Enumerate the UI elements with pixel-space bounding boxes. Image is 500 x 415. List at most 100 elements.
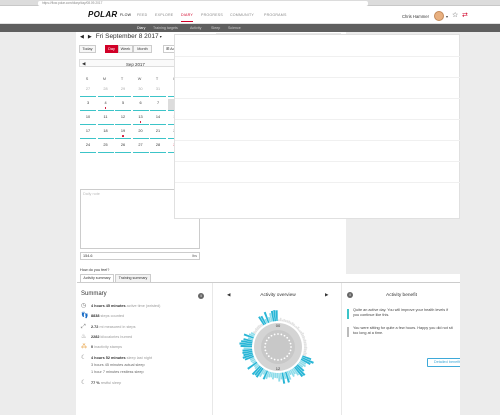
nav-explore[interactable]: EXPLORE (155, 13, 174, 17)
activity-segment (258, 316, 265, 326)
calendar-day[interactable]: 29 (115, 85, 131, 97)
activity-segment (241, 340, 253, 344)
day-schedule[interactable] (174, 34, 461, 219)
calendar-day[interactable]: 28 (150, 141, 166, 153)
calendar-day[interactable]: 26 (115, 141, 131, 153)
subnav-training-targets[interactable]: Training targets (153, 25, 178, 30)
calendar-day[interactable]: 3 (80, 99, 96, 111)
activity-panel: Activity summary Training summary Summar… (77, 274, 469, 415)
calendar-day[interactable]: 19 (115, 127, 131, 139)
chevron-down-icon[interactable]: ▾ (158, 34, 162, 39)
user-name[interactable]: Chris Hammer (402, 14, 429, 19)
activity-segment (292, 323, 296, 327)
calendar-day[interactable]: 7 (150, 99, 166, 111)
calendar-day[interactable]: 27 (80, 85, 96, 97)
clock-icon: ◷ (81, 303, 87, 309)
date-label[interactable]: Fri September 8 2017 (95, 33, 159, 40)
sub-nav: Diary Training targets Activity Sleep Sc… (0, 24, 500, 32)
feel-label: How do you feel? (80, 268, 110, 272)
activity-segment (294, 366, 304, 378)
prev-day-icon[interactable]: ◀ (80, 34, 84, 40)
activity-segment (258, 368, 265, 378)
activity-segment (251, 365, 261, 376)
calendar-day[interactable]: 13 (132, 113, 149, 125)
subnav-diary[interactable]: Diary (137, 25, 146, 30)
calendar-day[interactable]: 6 (132, 99, 149, 111)
subnav-science[interactable]: Science (228, 25, 241, 30)
hour-dot (265, 352, 268, 355)
activity-segment (303, 347, 308, 349)
today-button[interactable]: Today (79, 45, 96, 53)
activity-segment (274, 372, 277, 378)
info-icon[interactable]: i (198, 293, 204, 299)
nav-programs[interactable]: PROGRAMS (264, 13, 287, 17)
hour-dot (267, 336, 270, 339)
hour-dot (270, 357, 273, 360)
calendar-day[interactable]: 11 (97, 113, 114, 125)
calendar-day[interactable]: 27 (132, 141, 149, 153)
polar-logo[interactable]: POLAR (88, 10, 118, 19)
calendar-day[interactable]: 4 (97, 99, 114, 111)
nav-community[interactable]: COMMUNITY (230, 13, 254, 17)
activity-segment (296, 364, 305, 372)
calendar-day[interactable]: 24 (80, 141, 96, 153)
calendar-day[interactable]: 30 (132, 85, 149, 97)
activity-segment (242, 353, 254, 359)
avatar[interactable] (434, 11, 444, 21)
activity-segment (250, 358, 256, 363)
calendar-day[interactable]: 28 (97, 85, 114, 97)
weekday-label: T (155, 77, 159, 81)
activity-segment (256, 326, 260, 330)
activity-segment (254, 329, 258, 333)
hour-dot (264, 349, 267, 352)
activity-segment (270, 310, 275, 322)
activity-ring (239, 310, 314, 384)
hour-dot (288, 352, 291, 355)
week-button[interactable]: Week (118, 45, 133, 53)
info-icon[interactable]: i (347, 292, 353, 298)
subnav-sleep[interactable]: Sleep (211, 25, 221, 30)
subnav-activity[interactable]: Activity (190, 25, 202, 30)
prev-arrow-icon[interactable]: ◀ (227, 292, 231, 297)
activity-segment (303, 345, 307, 347)
activity-segment (283, 318, 286, 322)
address-bar[interactable]: https://flow.polar.com/diary/day/08.09.2… (38, 0, 368, 6)
calendar-day[interactable]: 20 (132, 127, 149, 139)
clock-inner (261, 330, 295, 364)
activity-segment (260, 315, 267, 325)
calendar-day[interactable]: 31 (150, 85, 166, 97)
activity-benefit: Activity benefit i Quite an active day. … (343, 283, 469, 415)
hour-dot (270, 334, 273, 337)
actual-sleep-text: 3 hours 45 minutes actual sleep (91, 363, 145, 367)
chevron-down-icon[interactable]: ▾ (446, 14, 449, 19)
activity-segment (284, 319, 287, 323)
star-icon[interactable]: ☆ (452, 12, 459, 19)
next-arrow-icon[interactable]: ▶ (325, 292, 329, 297)
activity-segment (297, 362, 304, 368)
next-day-icon[interactable]: ▶ (87, 34, 92, 40)
calendar-day[interactable]: 21 (150, 127, 166, 139)
nav-feed[interactable]: FEED (137, 13, 148, 17)
activity-segment (247, 337, 254, 341)
calendar-day[interactable]: 10 (80, 113, 96, 125)
day-button[interactable]: Day (105, 45, 118, 53)
activity-segment (298, 330, 302, 333)
activity-segment (252, 360, 257, 364)
calendar-day[interactable]: 14 (150, 113, 166, 125)
nav-diary[interactable]: DIARY (181, 13, 193, 22)
calendar-day[interactable]: 18 (97, 127, 114, 139)
nav-progress[interactable]: PROGRESS (201, 13, 223, 17)
prev-month-icon[interactable]: ◀ (82, 61, 86, 66)
calendar-day[interactable]: 17 (80, 127, 96, 139)
weight-field[interactable]: 154.6 lbs (80, 252, 200, 260)
calendar-day[interactable]: 5 (115, 99, 131, 111)
activity-segment (252, 331, 257, 334)
activity-segment (262, 370, 269, 380)
activity-segment (276, 372, 278, 379)
restless-sleep-text: 1 hour 7 minutes restless sleep (91, 370, 144, 374)
activity-segment (281, 319, 284, 322)
sync-icon[interactable]: ⇄ (462, 12, 468, 19)
calendar-day[interactable]: 12 (115, 113, 131, 125)
month-button[interactable]: Month (133, 45, 152, 53)
calendar-day[interactable]: 25 (97, 141, 114, 153)
